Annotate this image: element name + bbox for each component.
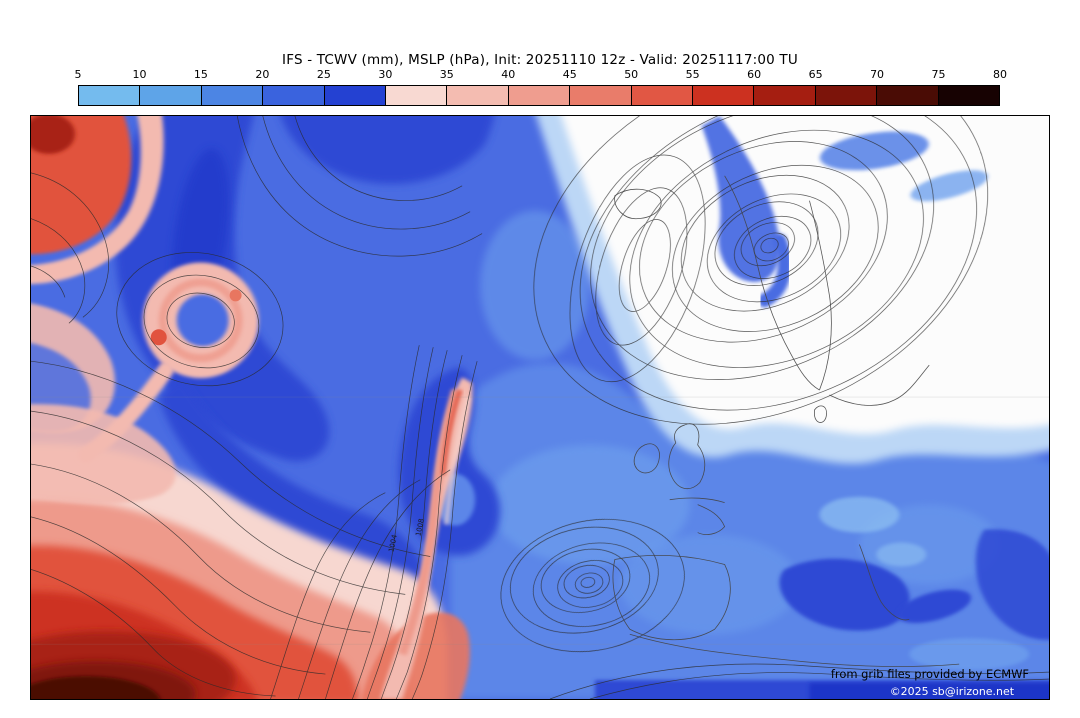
colorbar-segment [815, 86, 878, 105]
graticule [31, 396, 1049, 645]
weather-map-svg: 1004 1008 from grib files provided by EC… [31, 116, 1049, 699]
colorbar-segment [693, 86, 755, 105]
colorbar-tick-label: 80 [993, 68, 1007, 81]
colorbar-tick-label: 45 [562, 68, 577, 81]
colorbar-tick-label: 5 [74, 68, 82, 81]
colorbar-segment [201, 86, 264, 105]
contour-label: 1008 [414, 518, 426, 537]
attribution: from grib files provided by ECMWF ©2025 … [831, 667, 1029, 698]
contour-label: 1004 [387, 533, 399, 553]
colorbar-segment [631, 86, 694, 105]
coastlines [612, 175, 960, 667]
colorbar-tick-label: 15 [193, 68, 208, 81]
colorbar-tick-label: 50 [624, 68, 639, 81]
colorbar-tick-label: 30 [378, 68, 393, 81]
tcwv-field [31, 116, 1049, 699]
colorbar-tick-label: 70 [870, 68, 885, 81]
colorbar-tick-label: 75 [931, 68, 946, 81]
colorbar-tick-label: 55 [685, 68, 700, 81]
colorbar-segment [324, 86, 387, 105]
attribution-source: from grib files provided by ECMWF [831, 667, 1029, 681]
colorbar-segment [754, 86, 816, 105]
colorbar-tick-label: 10 [132, 68, 147, 81]
mslp-contours [31, 116, 1049, 699]
page-title: IFS - TCWV (mm), MSLP (hPa), Init: 20251… [282, 52, 798, 68]
colorbar [78, 85, 1000, 106]
colorbar-segment [877, 86, 939, 105]
colorbar-tick-label: 40 [501, 68, 516, 81]
map-frame: 1004 1008 from grib files provided by EC… [30, 115, 1050, 700]
colorbar-segment [570, 86, 632, 105]
colorbar-ticks: 5 10 15 20 25 30 35 40 45 50 55 60 65 70 75 80 [74, 68, 1008, 82]
colorbar-segment [508, 86, 571, 105]
colorbar-segment [447, 86, 509, 105]
colorbar-tick-label: 25 [316, 68, 331, 81]
colorbar-segment [263, 86, 325, 105]
colorbar-tick-label: 60 [747, 68, 762, 81]
contour-labels: 1004 1008 [387, 518, 425, 553]
attribution-copyright: ©2025 sb@irizone.net [890, 685, 1015, 698]
colorbar-tick-label: 20 [255, 68, 270, 81]
colorbar-segment [386, 86, 448, 105]
colorbar-segment [938, 86, 1000, 105]
colorbar-segment [79, 86, 141, 105]
colorbar-tick-label: 35 [439, 68, 454, 81]
colorbar-tick-label: 65 [808, 68, 823, 81]
colorbar-segment [140, 86, 202, 105]
